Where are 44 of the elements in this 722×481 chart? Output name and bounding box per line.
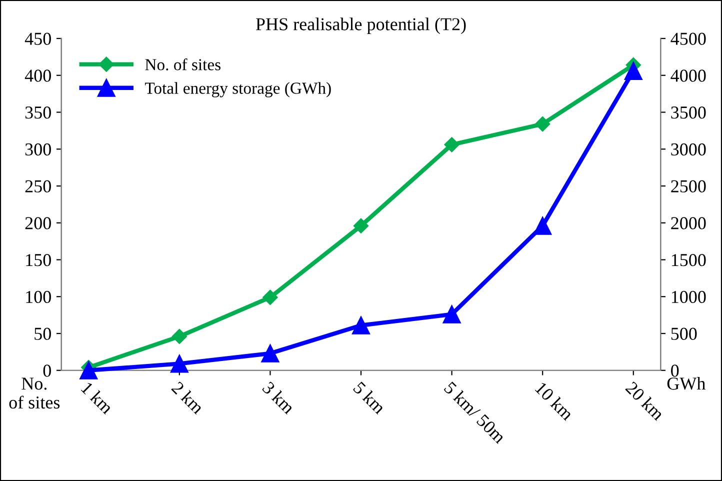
point (442, 305, 461, 324)
point (80, 361, 98, 380)
point (170, 354, 188, 373)
y-tick-label: 150 (26, 254, 51, 266)
x-tick-label: 3 km (262, 380, 296, 415)
y2-axis-title: GWh (667, 377, 706, 390)
point (534, 216, 552, 235)
point (261, 344, 280, 362)
y-tick-label: 300 (25, 143, 51, 156)
x-tick-label: 5 km (352, 380, 387, 415)
x-tick-label: 10 km (534, 381, 575, 422)
y2-tick-label: 1500 (672, 254, 706, 266)
y2-tick-label: 4000 (670, 70, 706, 82)
y2-tick-label: 3000 (671, 143, 706, 156)
chart-title: PHS realisable potential (T2) (256, 18, 466, 34)
y-tick-label: 400 (24, 70, 51, 82)
y2-tick-label: 4500 (670, 32, 706, 45)
y2-tick-label: 3500 (671, 106, 706, 119)
y-tick-label: 100 (26, 290, 51, 304)
x-tick-label: 2 km (171, 380, 206, 415)
point (624, 62, 642, 80)
legend-label: Total energy storage (GWh) (145, 82, 331, 98)
y2-tick-label: 2000 (671, 217, 706, 230)
point (352, 316, 370, 334)
y2-tick-label: 500 (671, 328, 697, 340)
y-tick-label: 350 (25, 106, 51, 119)
y-tick-label: 50 (34, 328, 51, 340)
point (262, 290, 278, 305)
y2-tick-label: 1000 (672, 290, 706, 304)
y2-tick-label: 0 (671, 364, 679, 377)
y-tick-label: 250 (25, 180, 51, 192)
x-tick-label: 20 km (624, 380, 666, 422)
y-tick-label: 200 (25, 217, 51, 230)
y-tick-label: 0 (43, 364, 51, 377)
point (535, 116, 550, 132)
y-axis-title: No. of sites (9, 378, 60, 409)
point (172, 328, 187, 344)
y2-tick-label: 2500 (671, 180, 706, 192)
point (444, 137, 460, 152)
x-tick-label: 1 km (80, 381, 114, 415)
x-tick-label: 5 km/ 50m (444, 380, 507, 444)
legend-label: No. of sites (145, 58, 220, 70)
point (353, 218, 369, 234)
y-tick-label: 450 (24, 32, 51, 45)
